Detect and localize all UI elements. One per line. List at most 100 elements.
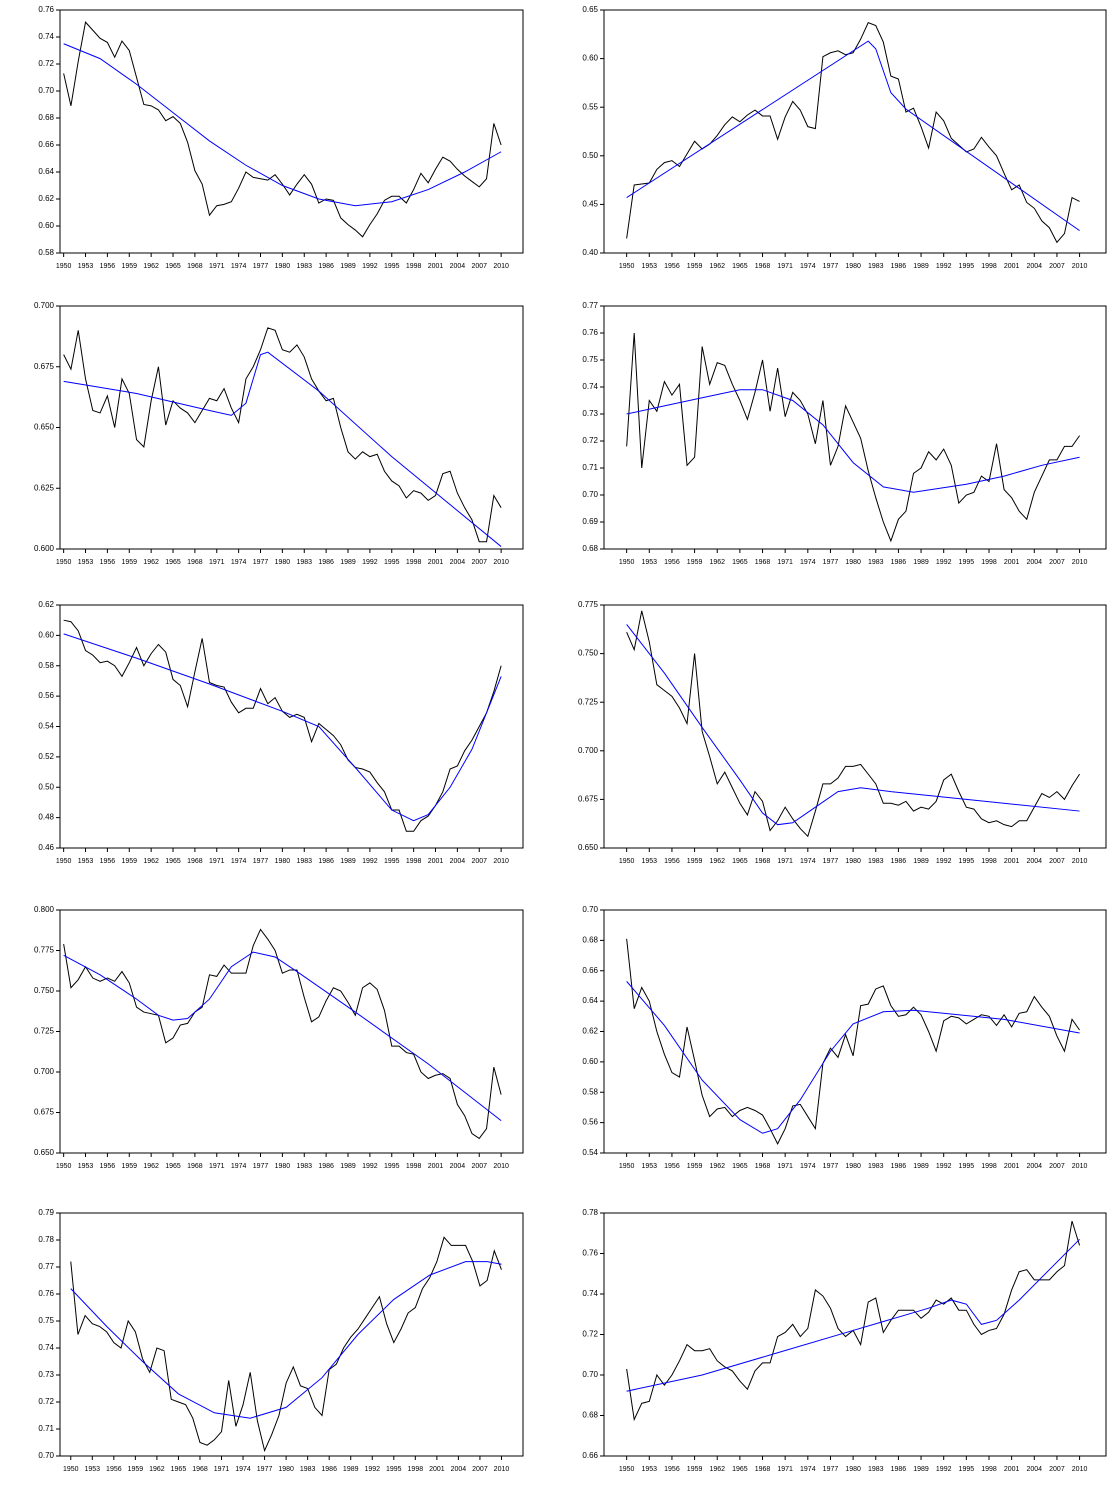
x-tick-label: 1953	[642, 263, 658, 270]
x-tick-label: 1980	[845, 1163, 861, 1170]
x-tick-label: 1977	[823, 1163, 839, 1170]
plot-frame	[59, 909, 524, 1154]
y-tick-label: 0.72	[38, 59, 54, 68]
x-tick-label: 2004	[1026, 559, 1042, 566]
data-line	[626, 389, 1080, 493]
y-tick-label: 0.78	[582, 1208, 598, 1217]
x-tick-label: 1950	[63, 1466, 79, 1473]
x-tick-label: 1998	[981, 559, 997, 566]
y-tick-label: 0.68	[582, 544, 598, 553]
x-tick-label: 1977	[253, 858, 269, 865]
x-tick-label: 1953	[78, 263, 94, 270]
x-tick-label: 1992	[362, 858, 378, 865]
x-tick-label: 1971	[209, 858, 225, 865]
x-tick-label: 1974	[231, 263, 247, 270]
x-tick-label: 1986	[891, 1163, 907, 1170]
x-tick-label: 2004	[450, 559, 466, 566]
x-tick-label: 1950	[619, 1163, 635, 1170]
x-tick-label: 1962	[709, 559, 725, 566]
x-tick-label: 1959	[128, 1466, 144, 1473]
y-tick-label: 0.52	[38, 752, 54, 761]
y-tick-label: 0.750	[578, 649, 599, 658]
x-tick-label: 2004	[1026, 263, 1042, 270]
x-tick-label: 1995	[959, 858, 975, 865]
x-tick-label: 1980	[275, 559, 291, 566]
x-tick-label: 1989	[913, 1466, 929, 1473]
x-tick-label: 2007	[471, 1163, 487, 1170]
x-tick-label: 1998	[406, 1163, 422, 1170]
y-tick-label: 0.72	[582, 436, 598, 445]
data-line	[626, 610, 1080, 838]
plot-frame	[59, 9, 524, 254]
x-tick-label: 2010	[1072, 559, 1088, 566]
x-tick-label: 1977	[257, 1466, 273, 1473]
x-tick-label: 1965	[171, 1466, 187, 1473]
x-tick-label: 2001	[1004, 263, 1020, 270]
x-tick-label: 1986	[891, 559, 907, 566]
data-line	[626, 40, 1080, 232]
data-line	[626, 1238, 1080, 1392]
x-tick-label: 1965	[732, 559, 748, 566]
x-tick-label: 1971	[777, 559, 793, 566]
x-tick-label: 1989	[913, 263, 929, 270]
x-tick-label: 1968	[755, 1163, 771, 1170]
x-tick-label: 2010	[1072, 1466, 1088, 1473]
x-tick-label: 1956	[100, 559, 116, 566]
y-tick-label: 0.54	[38, 722, 54, 731]
y-tick-label: 0.650	[34, 423, 55, 432]
y-tick-label: 0.77	[582, 301, 598, 310]
y-tick-label: 0.76	[38, 1289, 54, 1298]
y-tick-label: 0.70	[38, 1451, 54, 1460]
x-tick-label: 2007	[1049, 1163, 1065, 1170]
x-tick-label: 1962	[709, 858, 725, 865]
x-tick-label: 1971	[777, 1163, 793, 1170]
y-tick-label: 0.55	[582, 102, 598, 111]
y-tick-label: 0.75	[38, 1316, 54, 1325]
x-tick-label: 2004	[450, 263, 466, 270]
x-tick-label: 1953	[78, 858, 94, 865]
x-tick-label: 1956	[664, 263, 680, 270]
x-tick-label: 1971	[214, 1466, 230, 1473]
data-line	[63, 327, 502, 543]
x-tick-label: 2001	[1004, 1163, 1020, 1170]
y-tick-label: 0.700	[34, 301, 55, 310]
y-tick-label: 0.50	[582, 151, 598, 160]
x-tick-label: 2010	[493, 263, 509, 270]
y-tick-label: 0.72	[582, 1330, 598, 1339]
y-tick-label: 0.68	[582, 935, 598, 944]
y-tick-label: 0.50	[38, 782, 54, 791]
y-tick-label: 0.74	[38, 32, 54, 41]
data-line	[63, 43, 502, 207]
y-tick-label: 0.46	[38, 843, 54, 852]
x-tick-label: 1995	[384, 1163, 400, 1170]
x-tick-label: 1971	[777, 263, 793, 270]
y-tick-label: 0.62	[38, 194, 54, 203]
x-tick-label: 1989	[340, 858, 356, 865]
x-tick-label: 1983	[296, 263, 312, 270]
x-tick-label: 1983	[868, 858, 884, 865]
x-tick-label: 1998	[406, 858, 422, 865]
x-tick-label: 1974	[800, 263, 816, 270]
y-tick-label: 0.74	[38, 1343, 54, 1352]
y-tick-label: 0.70	[582, 905, 598, 914]
x-tick-label: 2004	[1026, 1466, 1042, 1473]
x-tick-label: 1977	[823, 263, 839, 270]
x-tick-label: 2007	[1049, 1466, 1065, 1473]
data-line	[626, 332, 1080, 543]
y-tick-label: 0.76	[38, 5, 54, 14]
x-tick-label: 2007	[471, 263, 487, 270]
y-tick-label: 0.73	[38, 1370, 54, 1379]
x-tick-label: 1998	[406, 559, 422, 566]
x-tick-label: 1992	[936, 1466, 952, 1473]
y-tick-label: 0.58	[582, 1087, 598, 1096]
x-tick-label: 1968	[192, 1466, 208, 1473]
x-tick-label: 1968	[187, 858, 203, 865]
x-tick-label: 2001	[1004, 559, 1020, 566]
plot-frame	[59, 604, 524, 849]
x-tick-label: 1989	[340, 1163, 356, 1170]
x-tick-label: 1959	[121, 263, 137, 270]
x-tick-label: 1968	[755, 1466, 771, 1473]
y-tick-label: 0.650	[578, 843, 599, 852]
data-line	[70, 1261, 502, 1419]
